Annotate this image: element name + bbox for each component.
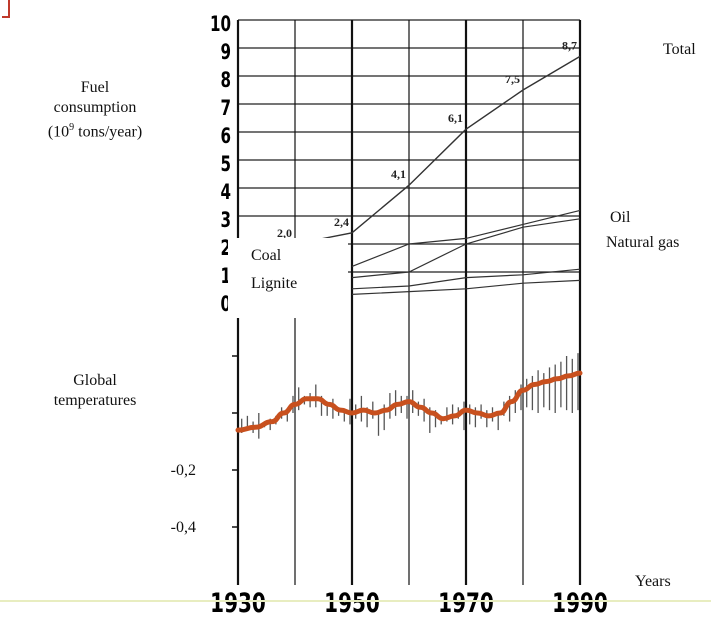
fuel-y-tick-label: 6 bbox=[220, 125, 231, 149]
x-tick-label: 1970 bbox=[438, 587, 494, 619]
fuel-axis-label: Fuel consumption (109 tons/year) bbox=[0, 78, 190, 142]
data-label: 7,5 bbox=[505, 72, 520, 86]
smoothed-temperature-curve bbox=[235, 370, 583, 433]
x-tick-label: 1930 bbox=[210, 587, 266, 619]
fuel-axis-label-line2: consumption bbox=[53, 99, 137, 116]
series-line-total bbox=[294, 55, 581, 245]
fuel-axis-unit-exponent: 9 bbox=[69, 122, 75, 133]
fuel-y-tick-label: 1 bbox=[220, 265, 231, 289]
fuel-y-tick-label: 0 bbox=[220, 293, 231, 317]
series-label-total: Total bbox=[663, 41, 696, 58]
x-axis-title: Years bbox=[635, 573, 671, 590]
temperature-axis-label: Global temperatures bbox=[5, 371, 185, 411]
fuel-y-tick-label: 3 bbox=[220, 209, 231, 233]
fuel-axis-unit-base: (10 bbox=[47, 123, 70, 141]
fuel-axis-label-line1: Fuel bbox=[80, 79, 110, 96]
temperature-axis-label-line1: Global bbox=[73, 372, 117, 389]
series-label-coal: Coal bbox=[251, 247, 282, 264]
fuel-y-tick-label: 5 bbox=[220, 153, 231, 177]
temperature-axis-label-line2: temperatures bbox=[53, 392, 137, 409]
corner-bracket-mark bbox=[2, 0, 10, 18]
x-tick-label: 1950 bbox=[324, 587, 380, 619]
fuel-y-tick-label: 4 bbox=[220, 181, 231, 205]
data-label: 4,1 bbox=[391, 167, 406, 181]
data-label: 2,0 bbox=[277, 226, 292, 240]
temperature-y-tick-label: -0,4 bbox=[171, 519, 196, 536]
fuel-y-tick-label: 9 bbox=[220, 41, 231, 65]
series-line-natural-gas bbox=[351, 218, 581, 279]
temperature-y-tick-label: -0,2 bbox=[171, 462, 196, 479]
bottom-divider bbox=[0, 600, 711, 602]
coal-lignite-box: Coal Lignite bbox=[228, 238, 348, 318]
fuel-axis-label-line3: (109 tons/year) bbox=[0, 118, 190, 142]
data-label: 8,7 bbox=[562, 38, 577, 52]
series-label-lignite: Lignite bbox=[251, 275, 298, 292]
fuel-y-tick-label: 10 bbox=[210, 13, 231, 37]
fuel-y-tick-label: 7 bbox=[220, 97, 231, 121]
series-label-oil: Oil bbox=[610, 209, 631, 226]
data-label: 2,4 bbox=[334, 215, 349, 229]
series-label-gas: Natural gas bbox=[606, 234, 680, 251]
series-line-lignite bbox=[351, 279, 581, 295]
fuel-y-tick-label: 8 bbox=[220, 69, 231, 93]
series-line-oil bbox=[351, 209, 581, 267]
x-tick-label: 1990 bbox=[552, 587, 608, 619]
fuel-y-tick-label: 2 bbox=[220, 237, 231, 261]
series-line-coal bbox=[351, 268, 581, 290]
data-label: 6,1 bbox=[448, 111, 463, 125]
fuel-axis-unit-rest: tons/year) bbox=[74, 123, 143, 141]
